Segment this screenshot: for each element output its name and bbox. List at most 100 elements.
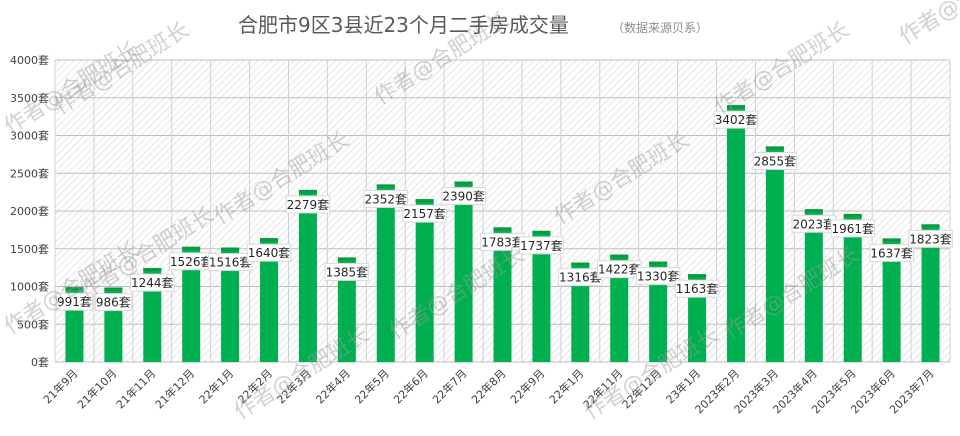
bar-cap [260, 238, 279, 242]
data-label-text: 986套 [96, 296, 131, 310]
data-label: 991套 [55, 292, 93, 311]
data-label-box [713, 110, 759, 129]
bar-cap [104, 287, 123, 291]
data-label-box [94, 293, 132, 312]
bar-cap [843, 213, 862, 217]
data-label-box [830, 219, 875, 238]
bar [571, 262, 590, 362]
data-label-box [402, 204, 447, 223]
bars [65, 105, 940, 363]
data-label-box [519, 236, 564, 255]
data-label-box [441, 187, 486, 206]
data-label-text: 1526套 [170, 255, 213, 269]
bar-cap [571, 262, 590, 266]
y-tick-label: 4000套 [10, 54, 49, 67]
bar-cap [688, 274, 707, 278]
data-label-box [752, 151, 798, 170]
data-label-text: 1244套 [131, 276, 174, 290]
data-label: 1737套 [519, 236, 564, 255]
data-label-text: 1823套 [909, 232, 952, 246]
bar-cap [493, 227, 512, 231]
bar-cap [454, 181, 473, 185]
y-tick-label: 1000套 [10, 281, 49, 294]
bar-cap [221, 247, 240, 251]
y-tick-label: 2000套 [10, 205, 49, 218]
data-label-box [246, 243, 292, 262]
bar [221, 247, 240, 362]
data-label: 2279套 [285, 195, 331, 214]
data-label: 1385套 [324, 262, 370, 281]
data-label-box [674, 279, 720, 298]
bar-cap [804, 209, 823, 213]
data-label-text: 1961套 [831, 222, 874, 236]
data-label-box [324, 262, 370, 281]
data-label-text: 1516套 [209, 256, 252, 270]
bar [337, 257, 356, 362]
data-label-text: 2023套 [793, 217, 836, 231]
bar [610, 254, 629, 362]
data-label: 2023套 [791, 214, 837, 233]
bar-cap [337, 257, 356, 261]
data-label-text: 1163套 [676, 282, 719, 296]
data-label: 3402套 [713, 110, 759, 129]
data-label-box [635, 267, 681, 286]
data-label: 1637套 [869, 243, 914, 262]
bar [804, 209, 823, 362]
y-tick-label: 0套 [31, 356, 49, 369]
bar [454, 181, 473, 362]
bar-cap [921, 224, 940, 228]
data-label-text: 1330套 [637, 270, 680, 284]
bar [532, 230, 551, 362]
bar [882, 238, 901, 362]
data-label: 2157套 [402, 204, 447, 223]
chart-subtitle: （数据来源贝系） [612, 20, 708, 35]
y-tick-label: 2500套 [10, 167, 49, 180]
y-tick-label: 1500套 [10, 243, 49, 256]
data-label: 1783套 [480, 232, 525, 251]
data-label: 2390套 [441, 187, 486, 206]
data-label: 1163套 [674, 279, 720, 298]
data-label-text: 2157套 [403, 207, 446, 221]
bar-cap [298, 189, 317, 193]
bar-cap [726, 105, 745, 109]
data-label-text: 1316套 [559, 271, 602, 285]
data-label-text: 2279套 [287, 198, 330, 212]
bar [765, 146, 784, 362]
data-label-text: 2390套 [442, 190, 485, 204]
bar [921, 224, 940, 362]
data-label-text: 1783套 [481, 235, 524, 249]
data-label: 1316套 [558, 268, 603, 287]
bar [493, 227, 512, 362]
bar-cap [143, 268, 162, 272]
bar [182, 246, 201, 362]
data-label: 1640套 [246, 243, 292, 262]
data-label: 2855套 [752, 151, 798, 170]
y-tick-label: 3000套 [10, 130, 49, 143]
bar [649, 261, 668, 362]
data-label-box [908, 229, 953, 248]
data-label: 1330套 [635, 267, 681, 286]
data-label-text: 1640套 [248, 246, 291, 260]
data-label: 1526套 [168, 252, 214, 271]
bar [843, 213, 862, 362]
data-label: 986套 [94, 293, 132, 312]
data-label-box [207, 253, 253, 272]
bar [376, 184, 395, 362]
data-label-text: 1637套 [870, 246, 913, 260]
data-label-text: 1385套 [326, 265, 369, 279]
data-label-text: 1737套 [520, 239, 563, 253]
bar-cap [182, 246, 201, 250]
data-label: 1244套 [130, 273, 175, 292]
bar-cap [532, 230, 551, 234]
bar-cap [765, 146, 784, 150]
data-label-box [363, 189, 409, 208]
data-label-text: 2352套 [364, 192, 407, 206]
data-label-box [130, 273, 175, 292]
y-axis-ticks: 0套 500套 1000套 1500套 2000套 2500套 3000套 3500套 4000… [10, 54, 49, 369]
data-label: 2352套 [363, 189, 409, 208]
data-label-text: 991套 [57, 295, 92, 309]
data-label-box [55, 292, 93, 311]
bar [260, 238, 279, 362]
bar-cap [882, 238, 901, 242]
